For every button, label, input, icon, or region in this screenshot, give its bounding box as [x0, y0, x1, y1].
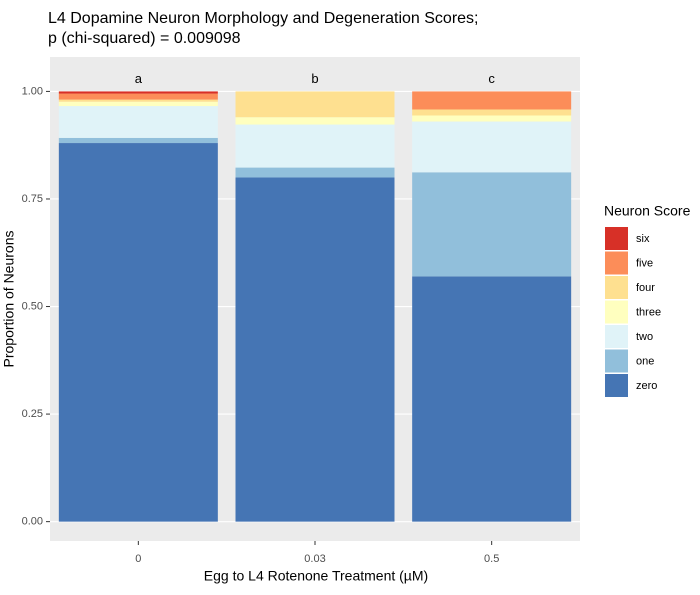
legend-swatch: [605, 374, 628, 397]
bar-segment: [412, 121, 572, 173]
bar-segment: [412, 109, 572, 116]
annotation: b: [311, 71, 318, 86]
bar-segment: [235, 91, 395, 118]
legend-swatch: [605, 251, 628, 275]
x-tick-label: 0.5: [484, 553, 499, 565]
legend-label: four: [636, 282, 655, 294]
bar-segment: [58, 137, 218, 144]
bar-segment: [235, 177, 395, 522]
bar-segment: [235, 167, 395, 178]
legend-label: one: [636, 355, 654, 367]
bar-segment: [58, 93, 218, 100]
bar-segment: [412, 91, 572, 110]
bar-segment: [235, 124, 395, 168]
legend-swatch: [605, 276, 628, 299]
legend-label: three: [636, 306, 661, 318]
y-tick-label: 0.50: [22, 300, 43, 312]
y-axis-title: Proportion of Neurons: [1, 231, 17, 368]
bar-segment: [58, 99, 218, 102]
x-tick-label: 0: [135, 553, 141, 565]
legend-swatch: [605, 227, 628, 250]
legend-swatch: [605, 300, 628, 324]
annotation: c: [488, 71, 495, 86]
legend-swatch: [605, 349, 628, 373]
bar-segment: [235, 117, 395, 125]
legend-label: five: [636, 257, 653, 269]
bar-segment: [412, 276, 572, 522]
chart-subtitle: p (chi-squared) = 0.009098: [48, 30, 241, 47]
x-tick-label: 0.03: [304, 553, 325, 565]
legend-label: two: [636, 331, 653, 343]
bar-segment: [58, 106, 218, 138]
y-tick-label: 0.75: [22, 193, 43, 205]
annotation: a: [135, 71, 143, 86]
bar-segment: [412, 172, 572, 277]
x-axis-title: Egg to L4 Rotenone Treatment (µM): [204, 568, 428, 584]
legend-swatch: [605, 325, 628, 348]
y-tick-label: 0.25: [22, 408, 43, 420]
chart-title: L4 Dopamine Neuron Morphology and Degene…: [48, 10, 478, 27]
legend-title: Neuron Score: [604, 203, 691, 219]
legend-label: zero: [636, 380, 657, 392]
bar-segment: [412, 115, 572, 122]
bar-segment: [58, 91, 218, 94]
bar-segment: [58, 143, 218, 522]
y-tick-label: 0.00: [22, 516, 43, 528]
legend-label: six: [636, 233, 650, 245]
y-tick-label: 1.00: [22, 85, 43, 97]
bar-segment: [58, 101, 218, 107]
